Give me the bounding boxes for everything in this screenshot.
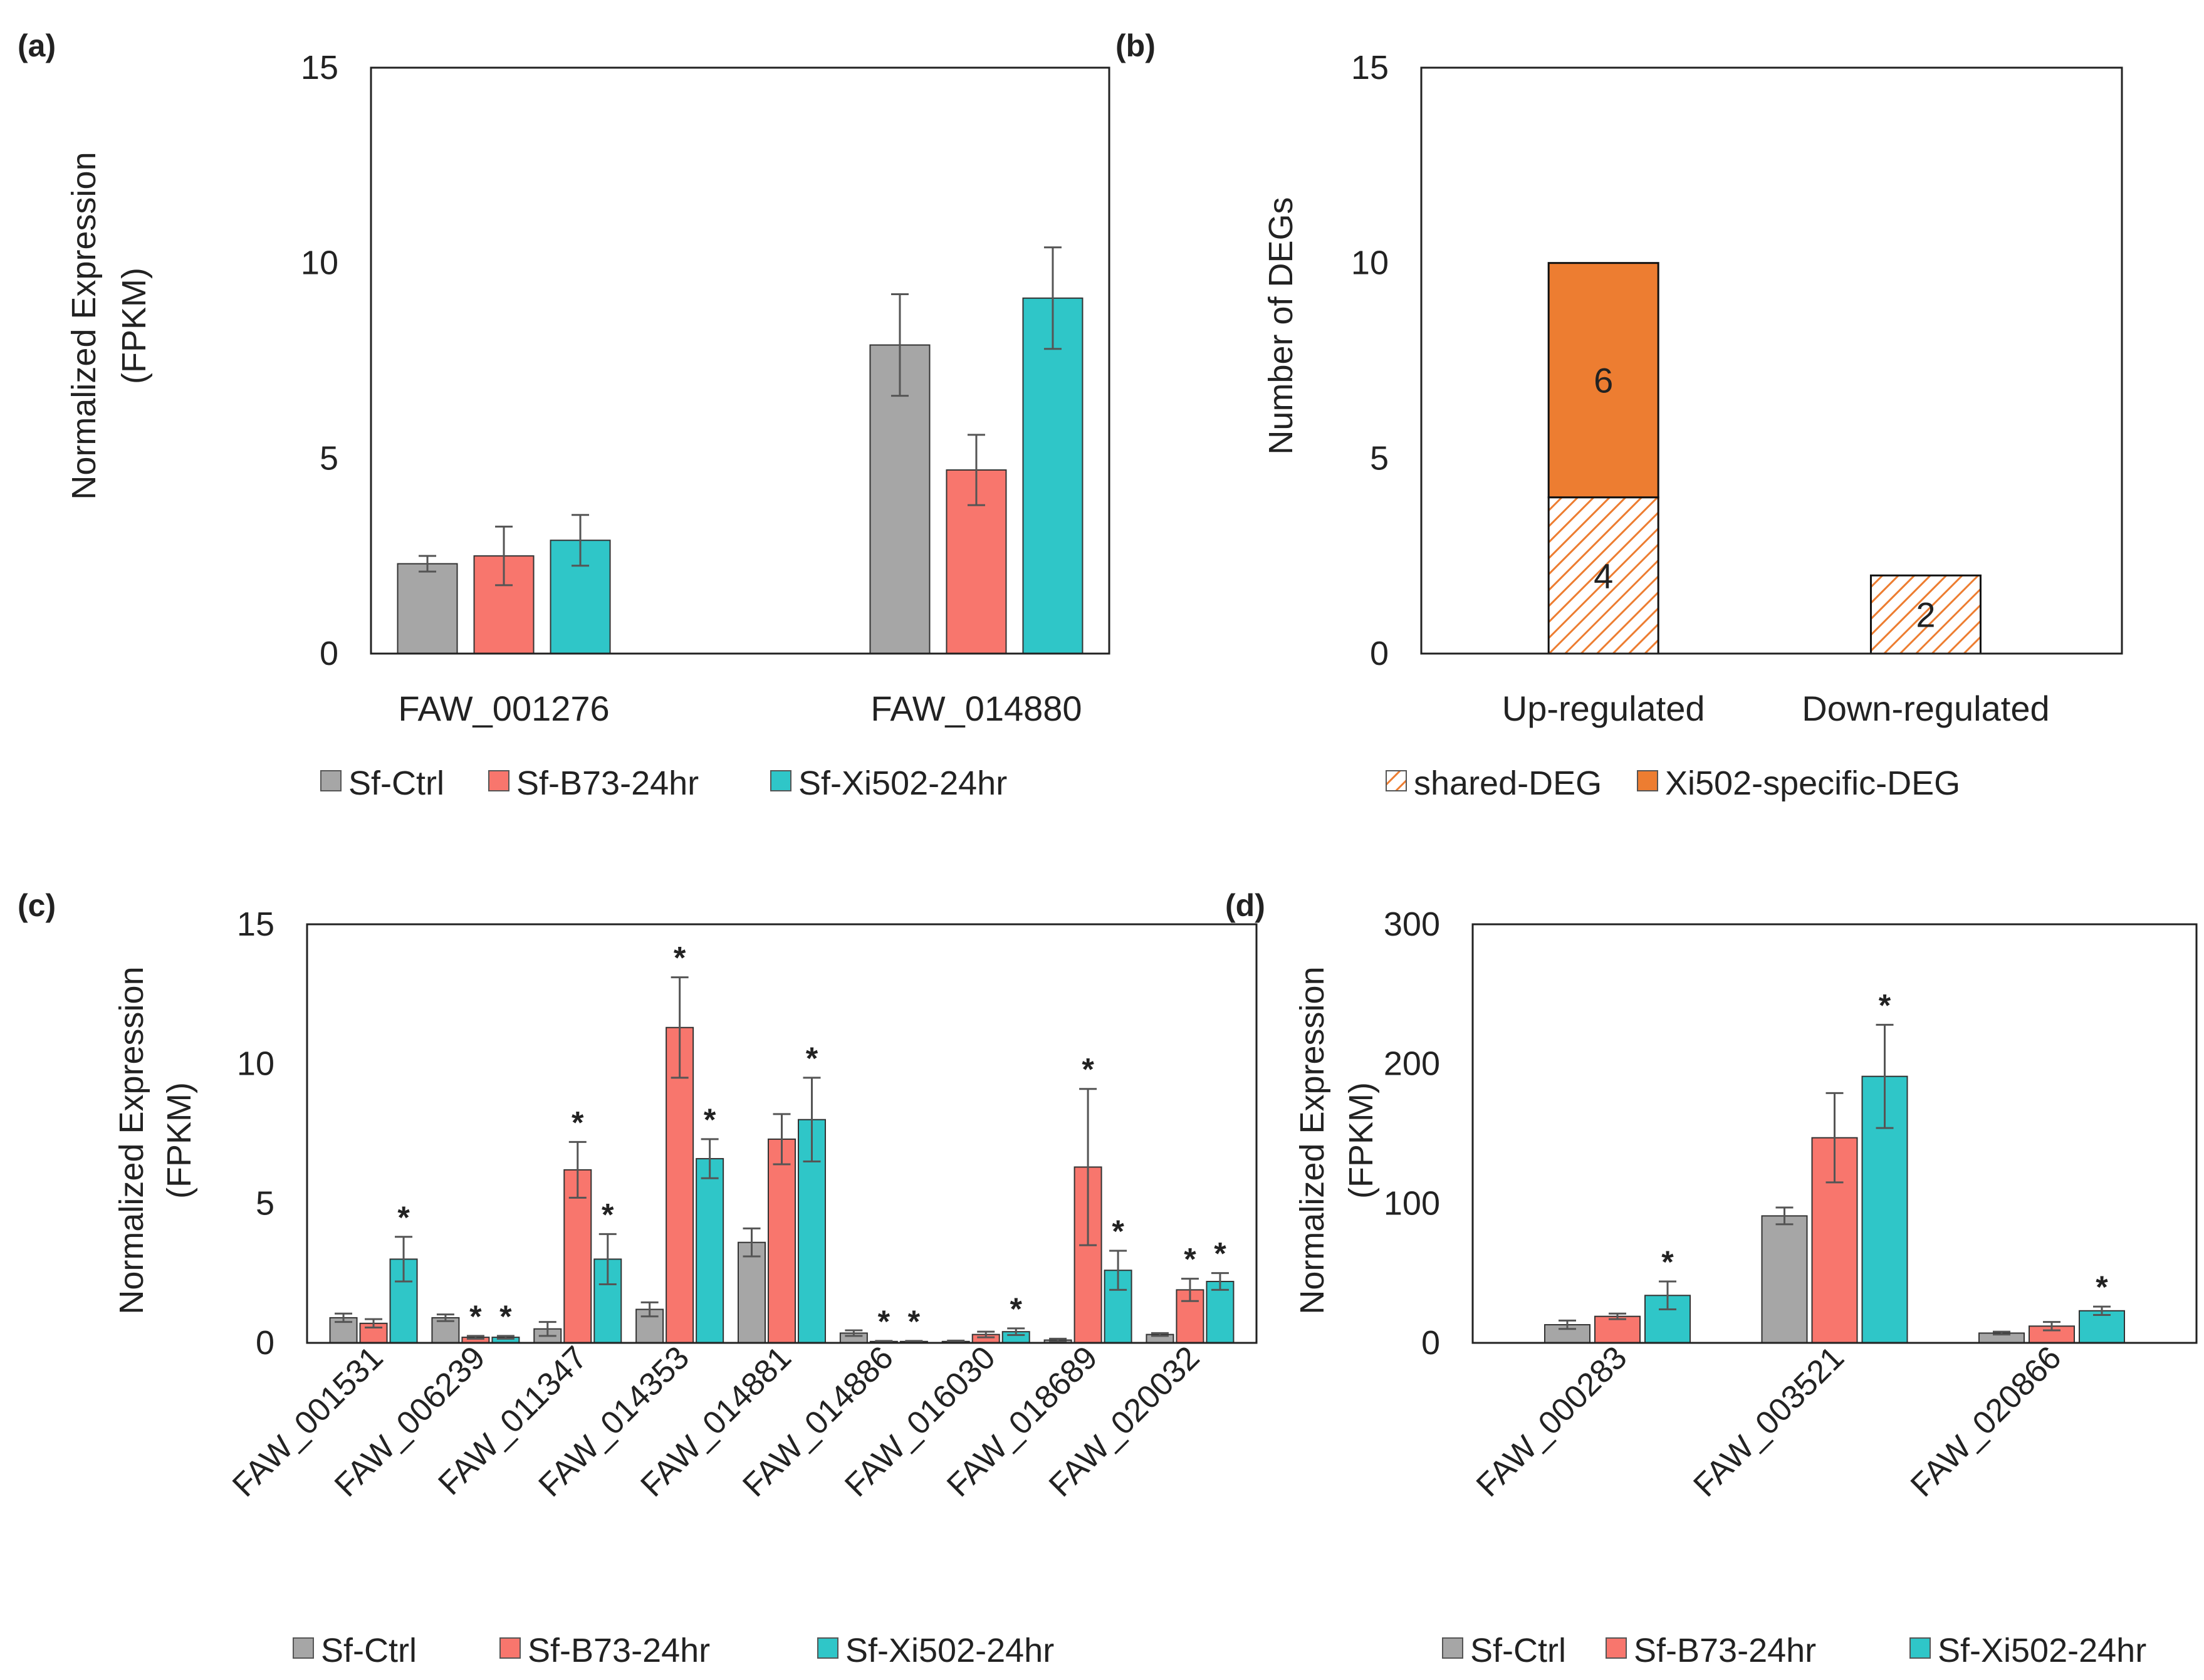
y-tick-label: 10 [301,244,338,282]
legend-label: shared-DEG [1414,764,1602,802]
legend-swatch [770,770,791,791]
y-axis-title: Number of DEGs [1262,197,1300,454]
y-tick-label: 200 [1384,1045,1440,1083]
x-tick-label: FAW_001276 [398,689,609,728]
y-tick-label: 5 [1370,439,1389,477]
significance-marker: * [469,1299,482,1334]
significance-marker: * [1184,1242,1196,1277]
x-tick-label: FAW_014880 [870,689,1082,728]
legend-label: Sf-Xi502-24hr [845,1632,1054,1669]
legend-swatch [1442,1637,1463,1659]
legend-swatch [293,1637,314,1659]
bar [1206,1281,1235,1343]
significance-marker: * [674,941,686,976]
panel-label: (a) [18,28,56,63]
y-tick-label: 15 [237,905,274,943]
bar [1594,1315,1641,1344]
plot-frame [1420,66,2123,655]
legend-swatch [488,770,509,791]
legend-swatch [1606,1637,1627,1659]
significance-marker: * [1010,1291,1022,1327]
y-tick-label: 10 [1351,244,1389,282]
y-tick-label: 0 [1370,635,1389,672]
legend-swatch [1637,770,1658,791]
bar-data-label: 4 [1594,556,1613,595]
bar [738,1241,766,1344]
y-tick-label: 300 [1384,905,1440,943]
plot-frame [1471,923,2198,1344]
legend-label: Sf-Ctrl [321,1632,417,1669]
x-tick-label: FAW_000283 [1470,1339,1634,1503]
panel-c: (c) Normalized Expression (FPKM) 0 5 10 15 * * * *… [18,888,1258,1669]
y-axis-title: (FPKM) [115,268,153,384]
bar [666,1026,694,1343]
significance-marker: * [908,1304,921,1339]
y-axis-title: (FPKM) [160,1082,198,1199]
legend-label: Sf-B73-24hr [516,764,699,802]
stacked-bar-segment [1869,574,1982,655]
legend-label: Sf-B73-24hr [1634,1632,1816,1669]
legend-label: Sf-B73-24hr [528,1632,710,1669]
y-tick-label: 0 [1421,1324,1440,1362]
y-axis-title: Normalized Expression [113,966,150,1314]
significance-marker: * [572,1105,584,1140]
significance-marker: * [602,1197,614,1232]
y-tick-label: 10 [237,1045,274,1083]
significance-marker: * [704,1102,716,1137]
x-tick-label: FAW_020866 [1904,1339,2068,1503]
significance-marker: * [1214,1236,1226,1271]
panel-label: (b) [1115,28,1156,63]
stacked-bar-segment [1547,262,1659,499]
bar-data-label: 6 [1594,361,1613,400]
y-tick-label: 15 [301,49,338,86]
legend-swatch [499,1637,521,1659]
y-axis-title: Normalized Expression [65,152,103,499]
y-tick-label: 100 [1384,1184,1440,1222]
x-tick-label: FAW_003521 [1687,1339,1851,1503]
legend-swatch [1386,770,1407,791]
significance-marker: * [499,1299,512,1334]
significance-marker: * [397,1200,410,1235]
legend-label: Sf-Ctrl [1470,1632,1566,1669]
significance-marker: * [878,1304,890,1339]
legend-label: Xi502-specific-DEG [1665,764,1960,802]
y-axis-title: (FPKM) [1342,1082,1380,1199]
panel-label: (d) [1225,888,1265,923]
bar [696,1158,724,1343]
plot-frame [370,66,1110,655]
significance-marker: * [2096,1270,2108,1305]
legend-label: Sf-Xi502-24hr [1938,1632,2146,1669]
panel-b: (b) Number of DEGs 0 5 10 15 4 6 2 Up-regulated Do… [1115,28,2123,802]
legend-swatch [320,770,342,791]
significance-marker: * [1112,1214,1124,1249]
y-tick-label: 0 [320,635,338,672]
significance-marker: * [1082,1052,1094,1087]
significance-marker: * [806,1041,818,1076]
panel-d: (d) Normalized Expression (FPKM) 0 100 200 300… [1225,888,2198,1669]
legend-label: Sf-Ctrl [348,764,444,802]
bar [1104,1270,1132,1344]
bar [397,563,458,655]
legend-swatch [817,1637,838,1659]
legend-swatch [1909,1637,1931,1659]
bar [768,1138,796,1343]
x-tick-label: Up-regulated [1502,689,1705,728]
significance-marker: * [1661,1244,1674,1280]
bar-data-label: 2 [1916,595,1935,635]
y-tick-label: 0 [256,1324,274,1362]
panel-a: (a) Normalized Expression (FPKM) 0 5 10 15 FAW_… [18,28,1110,802]
y-tick-label: 5 [256,1184,274,1222]
bar [1022,297,1084,654]
bar [1761,1215,1808,1343]
legend-label: Sf-Xi502-24hr [798,764,1007,802]
y-tick-label: 15 [1351,49,1389,86]
y-tick-label: 5 [320,439,338,477]
y-axis-title: Normalized Expression [1293,966,1331,1314]
plot-frame [306,923,1258,1344]
significance-marker: * [1879,988,1891,1023]
panel-label: (c) [18,888,56,923]
x-tick-label: Down-regulated [1802,689,2049,728]
